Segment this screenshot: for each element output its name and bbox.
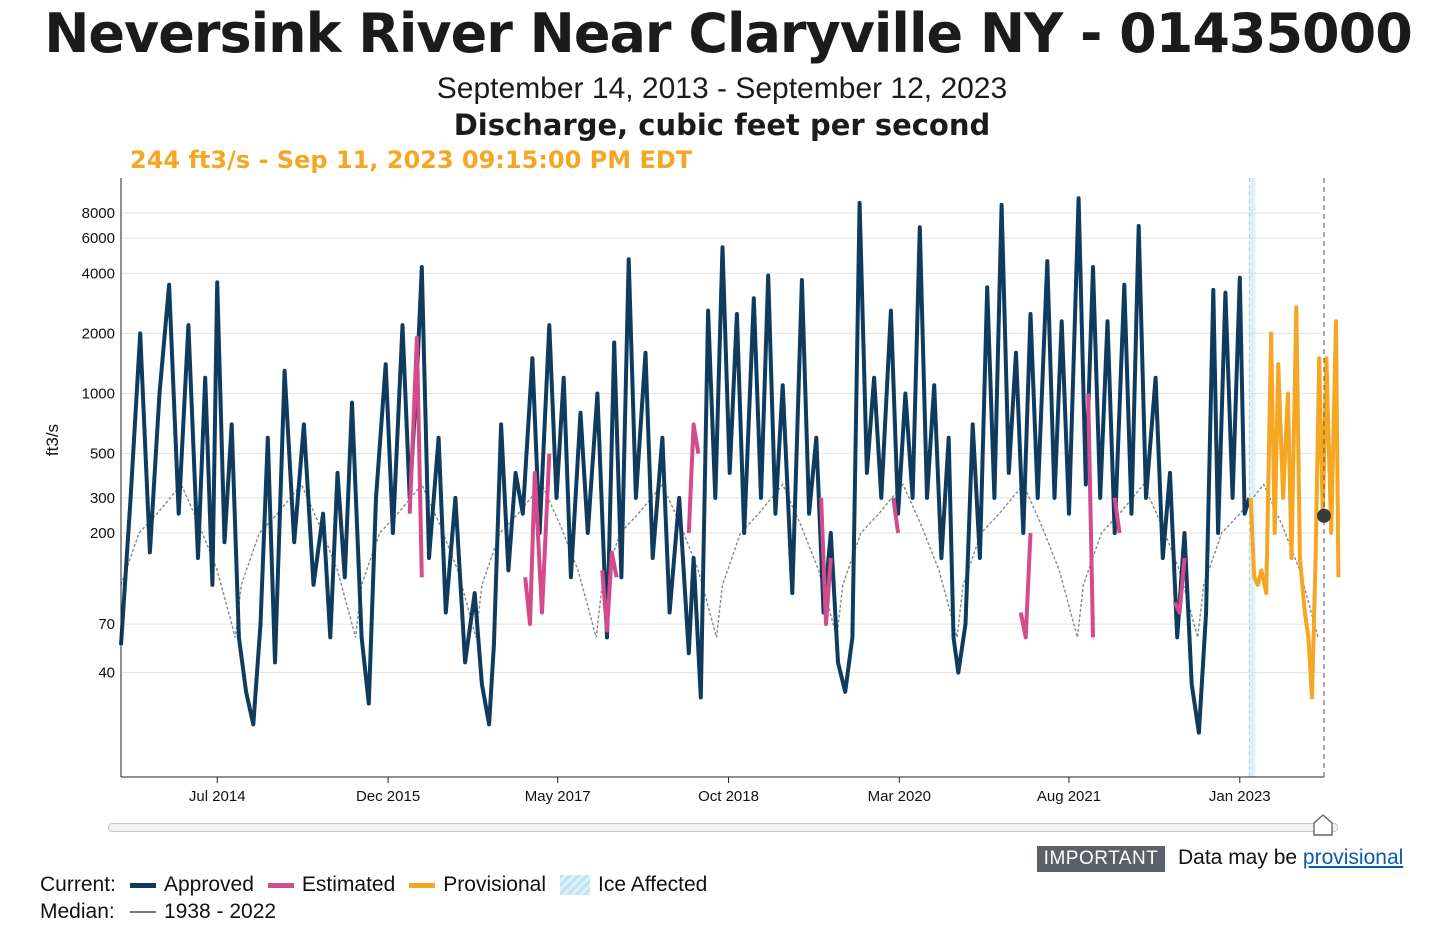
estimated-segment	[1018, 532, 1033, 640]
important-badge: IMPORTANT	[1037, 846, 1165, 872]
y-tick-label: 8000	[82, 205, 115, 222]
date-range-subtitle: September 14, 2013 - September 12, 2023	[436, 72, 1008, 105]
legend-current-row: Current: Approved Estimated Provisional …	[40, 873, 721, 897]
time-range-slider[interactable]	[108, 823, 1338, 832]
median-swatch	[130, 911, 156, 913]
parameter-label: Discharge, cubic feet per second	[453, 108, 991, 142]
legend-item-ice[interactable]: Ice Affected	[560, 873, 707, 897]
provisional-link[interactable]: provisional	[1302, 846, 1404, 869]
provisional-series	[1248, 305, 1341, 700]
x-tick-label: May 2017	[525, 788, 591, 805]
estimated-segment	[686, 422, 701, 534]
estimated-segment	[600, 550, 619, 633]
estimated-series	[407, 335, 1187, 640]
legend-item-estimated[interactable]: Estimated	[267, 873, 396, 897]
y-tick-label: 40	[98, 665, 115, 682]
y-tick-label: 2000	[82, 325, 115, 342]
y-tick-label: 6000	[82, 230, 115, 247]
estimated-segment	[407, 335, 424, 578]
gridlines	[121, 212, 1324, 674]
x-axis-ticks: Jul 2014 Dec 2015 May 2017 Oct 2018 Mar 2020…	[189, 777, 1271, 805]
median-line	[120, 483, 1319, 638]
current-point	[1317, 508, 1331, 523]
provisional-line	[1248, 305, 1341, 700]
provisional-swatch	[409, 882, 436, 888]
legend-approved-label: Approved	[164, 873, 254, 896]
median-series	[120, 483, 1319, 638]
approved-series	[119, 196, 1252, 735]
estimated-segment	[891, 497, 901, 534]
legend-item-approved[interactable]: Approved	[130, 873, 254, 897]
legend-current-label: Current:	[40, 873, 116, 896]
ice-affected-band	[1248, 178, 1256, 777]
approved-line	[119, 196, 1252, 735]
estimated-segment	[523, 453, 552, 627]
page-title: Neversink River Near Claryville NY - 014…	[44, 2, 1413, 65]
current-marker	[1317, 508, 1331, 523]
y-axis-ticks: 40 70 200 300 500 1000 2000 4000 6000 8000	[82, 205, 115, 681]
legend-estimated-label: Estimated	[301, 873, 396, 896]
legend-item-median[interactable]: 1938 - 2022	[130, 900, 276, 924]
estimated-segment	[1172, 557, 1187, 615]
y-axis-label: ft3/s	[43, 424, 62, 456]
x-tick-label: Aug 2021	[1037, 788, 1101, 805]
y-tick-label: 300	[90, 490, 115, 507]
approved-swatch	[130, 882, 156, 888]
slider-handle-icon[interactable]	[1312, 813, 1334, 837]
y-tick-label: 1000	[82, 385, 115, 402]
estimated-segment	[819, 497, 833, 627]
provisional-note-text: Data may be	[1178, 846, 1303, 869]
chart-axes	[120, 178, 1325, 778]
y-tick-label: 500	[90, 446, 115, 463]
estimated-segment	[1086, 393, 1095, 638]
x-tick-label: Oct 2018	[698, 788, 759, 805]
ice-affected-band-rect	[1249, 178, 1256, 777]
current-value-readout: 244 ft3/s - Sep 11, 2023 09:15:00 PM EDT	[130, 146, 693, 174]
legend-item-provisional[interactable]: Provisional	[409, 873, 546, 897]
ice-swatch	[560, 875, 590, 895]
legend-median-label: Median:	[40, 900, 115, 923]
y-tick-label: 4000	[82, 265, 115, 282]
x-tick-label: Jul 2014	[189, 788, 246, 805]
legend-provisional-label: Provisional	[443, 873, 546, 896]
x-tick-label: Jan 2023	[1209, 788, 1271, 805]
x-tick-label: Mar 2020	[868, 788, 931, 805]
y-tick-label: 70	[98, 616, 115, 633]
provisional-note: Data may be provisional	[1178, 846, 1403, 870]
estimated-swatch	[267, 882, 294, 888]
estimated-segment	[1112, 497, 1122, 534]
y-tick-label: 200	[90, 525, 115, 542]
legend-median-range: 1938 - 2022	[164, 900, 277, 923]
legend-ice-label: Ice Affected	[598, 873, 708, 896]
legend-median-row: Median: 1938 - 2022	[40, 900, 290, 924]
x-tick-label: Dec 2015	[356, 788, 420, 805]
